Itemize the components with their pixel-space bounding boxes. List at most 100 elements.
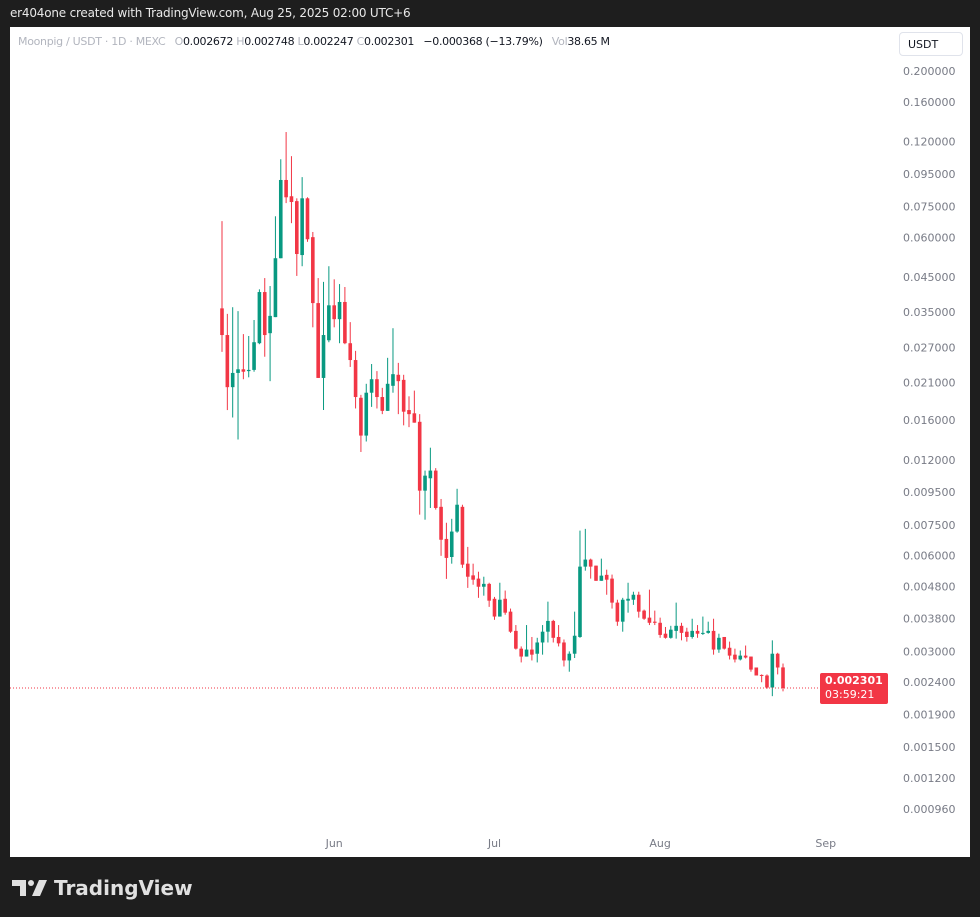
candle-body	[225, 335, 230, 388]
candle-body	[412, 413, 417, 423]
candlestick-chart[interactable]: 0.200000 0.160000 0.120000 0.095000 0.075000…	[10, 27, 970, 857]
candle-body	[588, 559, 593, 567]
candle-body	[289, 196, 294, 203]
candle-body	[375, 379, 379, 398]
chart-pane[interactable]: 0.200000 0.160000 0.120000 0.095000 0.075000…	[10, 27, 970, 857]
candle-body	[492, 598, 497, 617]
candle-body	[738, 655, 743, 660]
candle-countdown: 03:59:21	[825, 688, 875, 701]
candle-body	[439, 506, 443, 540]
candle-body	[599, 575, 604, 581]
currency-button[interactable]: USDT	[899, 32, 963, 56]
candle-body	[770, 653, 775, 688]
candle-body	[658, 622, 662, 635]
price-tick-label: 0.004800	[903, 580, 956, 593]
candle-body	[332, 305, 337, 320]
candle-body	[236, 369, 240, 373]
open-label: O	[174, 35, 184, 48]
price-tick-label: 0.160000	[903, 96, 956, 109]
candle-body	[546, 620, 550, 632]
candle-body	[556, 636, 561, 644]
candle-body	[775, 653, 780, 668]
tradingview-logo-icon	[12, 880, 47, 896]
candle-body	[460, 506, 465, 565]
candle-body	[594, 565, 598, 581]
candle-body	[610, 578, 614, 603]
candle-body	[241, 369, 246, 372]
price-tick-label: 0.003800	[903, 613, 956, 626]
candle-body	[295, 201, 299, 255]
candle-body	[482, 583, 486, 587]
price-tick-label: 0.012000	[903, 454, 956, 467]
candle-body	[343, 301, 347, 344]
candle-body	[230, 372, 235, 388]
candle-body	[423, 475, 427, 491]
price-tick-label: 0.120000	[903, 136, 956, 149]
candle-body	[754, 667, 759, 676]
candle-body	[337, 301, 342, 320]
candle-body	[759, 674, 764, 676]
attribution-text: er404one created with TradingView.com, A…	[10, 6, 411, 20]
candle-body	[652, 621, 657, 623]
candle-body	[396, 374, 401, 382]
candle-body	[636, 594, 641, 612]
candle-body	[711, 630, 716, 650]
price-tick-label: 0.200000	[903, 65, 956, 78]
candle-body	[252, 342, 256, 370]
candle-body	[631, 594, 636, 600]
candle-body	[540, 631, 545, 643]
candle-body	[706, 630, 711, 633]
candle-body	[268, 315, 272, 334]
candle-body	[503, 598, 507, 613]
price-tick-label: 0.006000	[903, 550, 956, 563]
price-tick-label: 0.021000	[903, 376, 956, 389]
candle-body	[471, 575, 475, 580]
candle-body	[359, 397, 363, 436]
candle-body	[765, 675, 769, 688]
candle-body	[220, 308, 224, 336]
candle-body	[273, 258, 278, 318]
price-tick-label: 0.009500	[903, 486, 956, 499]
candle-body	[369, 379, 374, 393]
price-tick-label: 0.001500	[903, 741, 956, 754]
brand-name: TradingView	[54, 876, 193, 900]
candle-body	[701, 632, 705, 634]
candle-body	[246, 369, 251, 372]
candle-body	[380, 397, 385, 411]
candle-body	[449, 531, 454, 557]
candle-body	[679, 625, 684, 633]
candle-body	[455, 504, 459, 532]
price-tick-label: 0.000960	[903, 803, 956, 816]
candle-body	[316, 303, 320, 378]
candle-body	[465, 563, 470, 577]
candle-body	[690, 630, 694, 637]
candle-body	[626, 598, 630, 601]
candle-body	[519, 648, 524, 657]
price-tick-label: 0.001900	[903, 709, 956, 722]
candle-body	[300, 198, 304, 256]
candle-body	[487, 583, 491, 601]
candle-body	[385, 383, 390, 411]
candle-body	[695, 630, 700, 634]
tradingview-logo[interactable]: TradingView	[12, 876, 193, 900]
candle-body	[498, 599, 502, 617]
volume-value: 38.65 M	[567, 35, 610, 48]
price-tick-label: 0.095000	[903, 168, 956, 181]
candle-body	[401, 379, 406, 412]
candle-body	[551, 620, 556, 638]
price-tick-label: 0.003000	[903, 645, 956, 658]
candle-body	[417, 421, 422, 491]
price-tick-label: 0.002400	[903, 676, 956, 689]
candle-body	[620, 599, 625, 622]
candle-body	[642, 610, 646, 619]
candle-body	[722, 636, 727, 649]
open-value: 0.002672	[182, 35, 234, 48]
price-tick-label: 0.027000	[903, 342, 956, 355]
candle-body	[476, 578, 481, 587]
candle-body	[583, 559, 588, 567]
high-label: H	[236, 35, 245, 48]
candle-body	[781, 667, 785, 689]
symbol-title[interactable]: Moonpig / USDT · 1D · MEXC	[18, 35, 166, 48]
candle-body	[262, 292, 267, 336]
candle-body	[391, 374, 395, 386]
